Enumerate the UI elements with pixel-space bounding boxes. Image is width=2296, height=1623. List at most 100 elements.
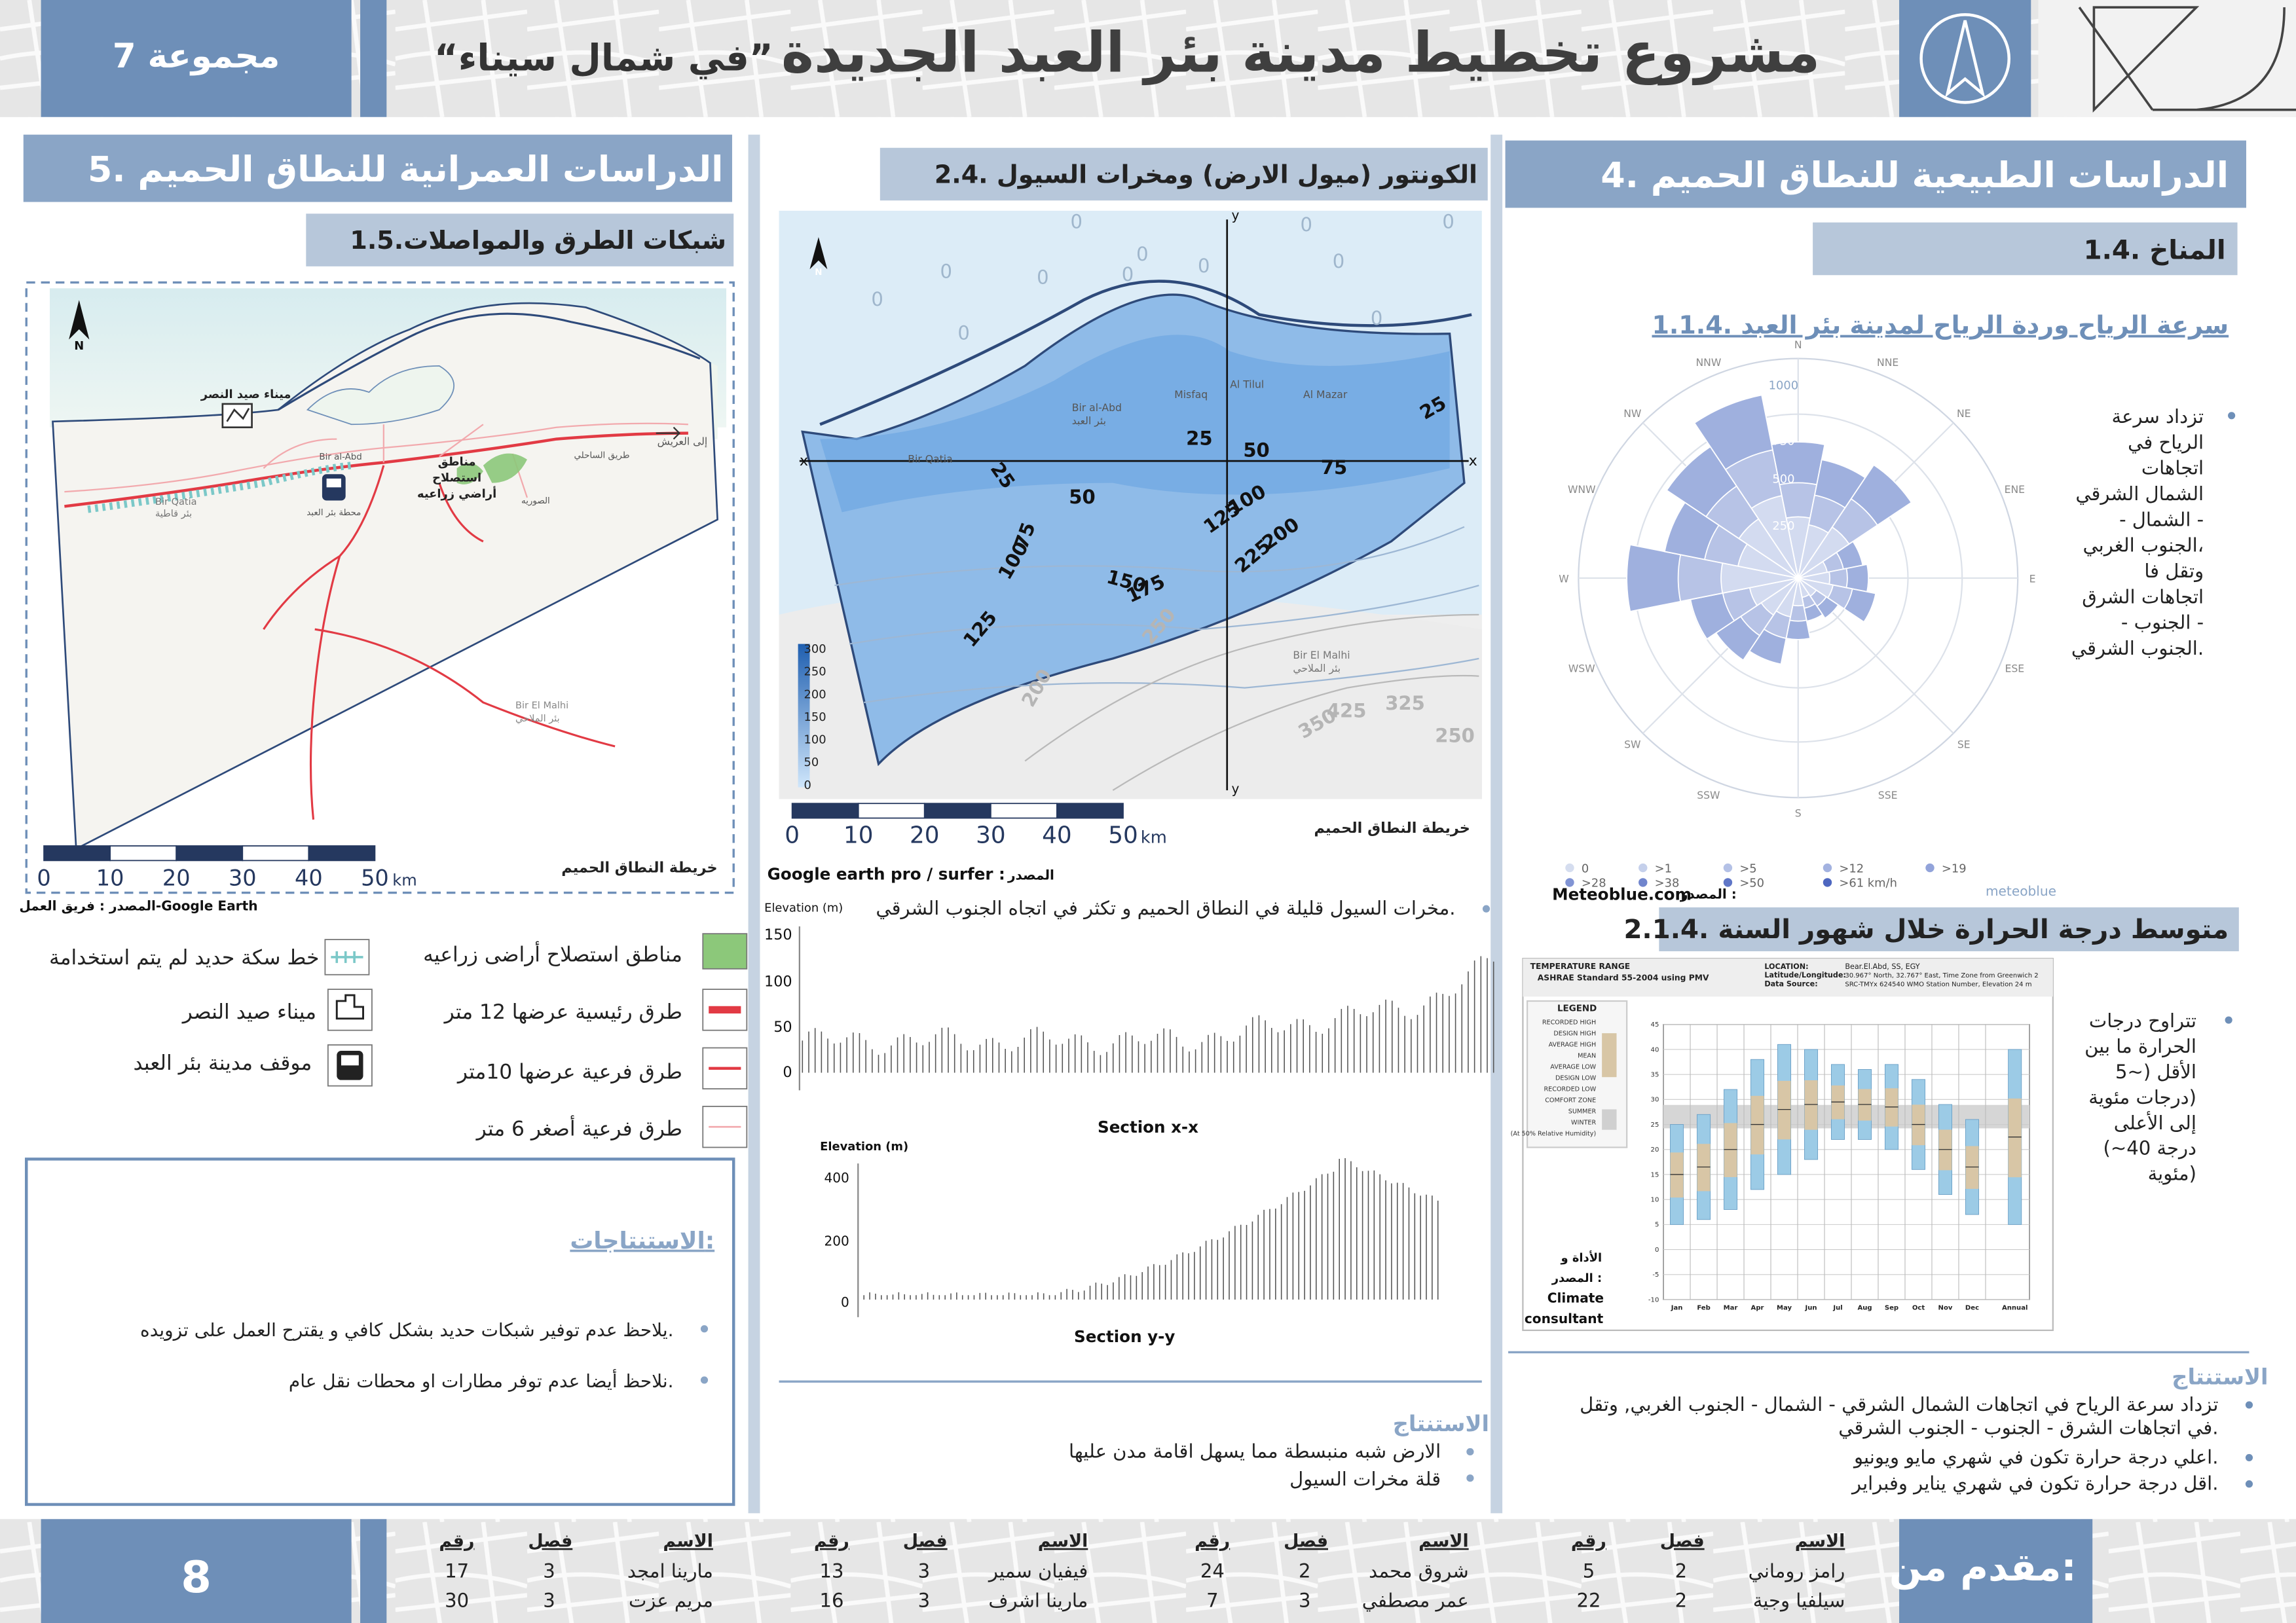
roads-legend: مناطق استصلاح أراضى زراعيه خط سكة حديد ل… [49, 933, 748, 1148]
group-label: مجموعة 7 [113, 37, 280, 76]
subsection-title: 1.4. المناخ [2084, 236, 2226, 266]
header-divider [360, 0, 387, 117]
footer: 8 مقدم من: الاسم فصل رقم رامز روماني 2 5 سيلفي… [41, 1519, 2093, 1623]
contour-zero-label: 0 [1442, 211, 1454, 233]
credit-number: 24 [1200, 1560, 1225, 1582]
section-title-bar [1505, 140, 2246, 208]
credit-name: سيلفيا وجية [1753, 1589, 1845, 1611]
scale-label: 30 [976, 822, 1006, 849]
contour-zero-label: 0 [1333, 250, 1344, 272]
svg-text:y: y [1231, 207, 1239, 223]
contour-zero-label: 0 [1037, 266, 1048, 289]
wind-speed-legend: 0 >1 >5 >12 >19 >28 >38 >50 >61 km/h [1565, 862, 1967, 890]
svg-text:TEMPERATURE RANGE: TEMPERATURE RANGE [1530, 962, 1631, 971]
scale-label: 20 [910, 822, 940, 849]
credit-number: 16 [820, 1589, 844, 1611]
svg-text:>1: >1 [1655, 862, 1672, 875]
legend-label: طرق رئيسية عرضها 12 متر [443, 1000, 682, 1024]
svg-text:>12: >12 [1839, 862, 1864, 875]
svg-text:Al Tilul: Al Tilul [1230, 378, 1264, 390]
temp-y-tick: 0 [1655, 1247, 1659, 1254]
compass-label: NNE [1877, 356, 1898, 369]
temp-avg-bar [2008, 1098, 2022, 1178]
temp-y-tick: 10 [1651, 1197, 1659, 1204]
urban-conclusions-box [25, 1158, 735, 1506]
svg-text:Section x-x: Section x-x [1098, 1118, 1198, 1137]
page-title: مشروع تخطيط مدينة بئر العبد الجديدة [781, 21, 1820, 86]
temp-y-tick: 15 [1651, 1171, 1659, 1178]
temp-avg-bar [1670, 1152, 1684, 1198]
temp-y-tick: 5 [1655, 1222, 1659, 1229]
temp-avg-bar [1912, 1104, 1925, 1146]
right-conclusion: اعلي درجة حرارة تكون في شهري مايو ويونيو… [1853, 1446, 2218, 1468]
compass-label: SW [1624, 739, 1640, 751]
credits-header: الاسم [663, 1531, 713, 1552]
svg-text:y: y [1231, 781, 1239, 797]
svg-text:x: x [1469, 452, 1477, 469]
temp-legend-item: COMFORT ZONE [1545, 1097, 1596, 1104]
footer-divider [360, 1519, 387, 1623]
svg-text:Bir Qatia: Bir Qatia [155, 497, 197, 507]
temp-tool: Climate [1547, 1290, 1604, 1305]
university-logo-icon [2038, 0, 2296, 117]
temp-legend-item: AVERAGE LOW [1550, 1064, 1596, 1071]
credit-class: 2 [1299, 1560, 1310, 1582]
credit-number: 17 [445, 1560, 469, 1582]
compass-label: E [2029, 573, 2036, 585]
north-arrow-logo-icon [1919, 13, 2010, 104]
roads-map: ميناء صيد النصر مناطق استصلاح أراضي زراع… [25, 281, 735, 894]
temp-month-label: Annual [2002, 1305, 2028, 1312]
credit-class: 3 [918, 1560, 930, 1582]
compass-label: W [1559, 573, 1568, 585]
credit-number: 22 [1577, 1589, 1601, 1611]
compass-label: NE [1957, 407, 1971, 420]
scale-label: 20 [162, 865, 191, 890]
page-number-box [41, 1519, 352, 1623]
roads-title-bar [306, 213, 734, 266]
credits-header: فصل [1284, 1531, 1328, 1552]
rose-ring-label: 250 [1772, 519, 1794, 533]
elevation-legend-label: 50 [804, 756, 819, 769]
right-conclusion: تزداد سرعة الرياح في اتجاهات الشمال الشر… [1580, 1393, 2218, 1416]
temp-y-tick: 45 [1651, 1021, 1659, 1029]
description-line: تتراوح درجات [2089, 1010, 2196, 1032]
elevation-legend-bar [798, 644, 810, 788]
wind-rose-chart: N NNE NE ENE E ESE SE SSE S SSW SW WSW W WNW NW NNW 100… [1559, 338, 2035, 819]
description-line: الجنوب الغربي، [2083, 534, 2204, 557]
credit-name: مارينا اشرف [988, 1589, 1088, 1611]
contour-source: Google earth pro / surfer : [768, 864, 1005, 883]
svg-text:N: N [74, 339, 84, 353]
svg-text:150: 150 [764, 926, 792, 943]
temp-legend-item: DESIGN LOW [1555, 1075, 1597, 1082]
svg-text:x: x [800, 452, 808, 469]
svg-text:بئر الملاحي: بئر الملاحي [1293, 662, 1341, 675]
urban-conclusion: يلاحظ عدم توفير شبكات حديد بشكل كافي و ي… [140, 1319, 673, 1341]
credit-class: 3 [918, 1589, 930, 1611]
temp-y-tick: 30 [1651, 1097, 1659, 1104]
temp-y-tick: 25 [1651, 1122, 1659, 1129]
port-icon [221, 403, 253, 429]
scale-label: 10 [843, 822, 874, 849]
description-line: الرياح في [2128, 431, 2204, 454]
credit-number: 13 [820, 1560, 844, 1582]
contour-label: 50 [1243, 439, 1269, 461]
description-line: درجات مئوية) [2088, 1086, 2196, 1108]
credits-header: رقم [814, 1531, 849, 1552]
compass-label: S [1795, 807, 1802, 819]
credits-header: رقم [1571, 1531, 1606, 1552]
elevation-legend-label: 150 [804, 710, 826, 724]
temp-y-tick: -10 [1648, 1296, 1659, 1304]
middle-conclusion: قلة مخرات السيول [1289, 1468, 1441, 1490]
roads-scale-bar: 0 10 20 30 40 50 km [37, 845, 417, 890]
contour-zero-label: 0 [1136, 243, 1148, 265]
temp-legend-item: (At 50% Relative Humidity) [1511, 1131, 1597, 1138]
temp-y-tick: -5 [1652, 1271, 1659, 1279]
contour-map-caption: خريطة النطاق الحميم [1314, 820, 1470, 837]
svg-text:Misfaq: Misfaq [1174, 388, 1208, 401]
temp-month-label: Jul [1832, 1305, 1842, 1312]
wind-rose-title: 1.1.4. سرعة الرياح وردة الرياح لمدينة بئ… [1652, 311, 2229, 340]
header-subtitle: “في شمال سيناء” [434, 37, 773, 79]
compass-label: SSW [1697, 789, 1720, 801]
contour-section: 2.4. الكونتور (ميول الارض) ومخرات السيول… [764, 147, 1494, 1490]
